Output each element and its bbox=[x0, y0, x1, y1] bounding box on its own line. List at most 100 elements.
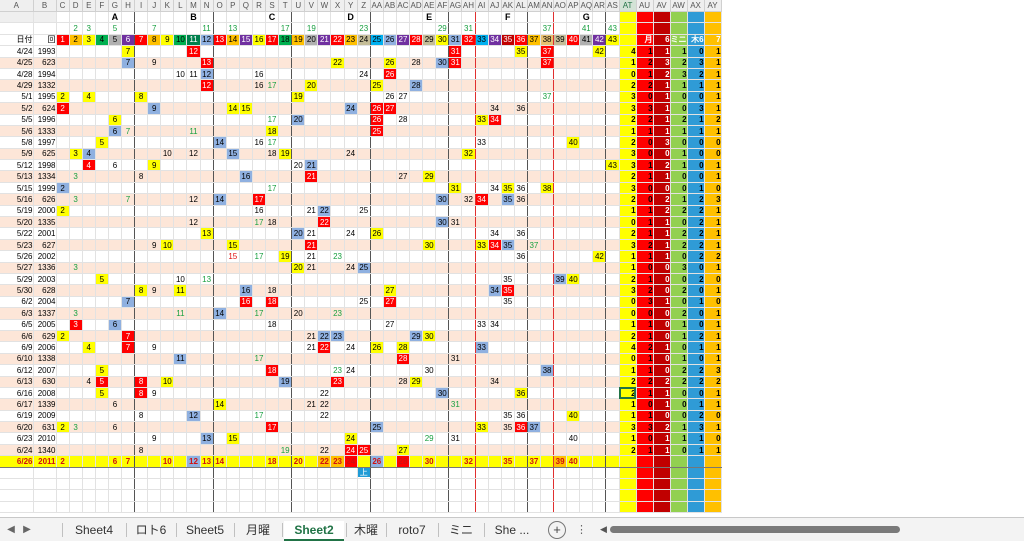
column-header-aa[interactable]: AA bbox=[370, 0, 384, 12]
number-cell[interactable] bbox=[278, 205, 293, 218]
number-cell[interactable] bbox=[448, 273, 463, 286]
number-cell[interactable] bbox=[291, 148, 306, 161]
number-cell[interactable] bbox=[252, 239, 267, 252]
number-cell[interactable]: 20 bbox=[291, 114, 306, 126]
number-cell[interactable] bbox=[82, 193, 96, 206]
number-cell[interactable] bbox=[579, 398, 594, 411]
empty-cell[interactable] bbox=[475, 478, 489, 491]
number-cell[interactable] bbox=[291, 353, 306, 366]
number-cell[interactable] bbox=[357, 398, 371, 411]
number-cell[interactable] bbox=[134, 262, 149, 275]
number-cell[interactable] bbox=[488, 353, 502, 366]
number-cell[interactable] bbox=[69, 57, 83, 69]
empty-cell[interactable] bbox=[344, 489, 358, 502]
number-cell[interactable] bbox=[409, 387, 424, 400]
number-cell[interactable] bbox=[553, 68, 568, 81]
number-cell[interactable] bbox=[475, 284, 489, 297]
number-cell[interactable] bbox=[370, 193, 384, 206]
number-cell[interactable] bbox=[435, 102, 450, 115]
number-cell[interactable] bbox=[239, 148, 253, 161]
number-cell[interactable] bbox=[173, 114, 188, 126]
number-cell[interactable] bbox=[173, 410, 188, 423]
number-cell[interactable] bbox=[317, 353, 332, 366]
number-cell[interactable] bbox=[330, 284, 345, 297]
sum-cell[interactable]: 2 bbox=[704, 376, 722, 388]
number-cell[interactable] bbox=[291, 170, 306, 183]
number-cell[interactable] bbox=[173, 159, 188, 172]
number-cell[interactable] bbox=[121, 91, 136, 104]
number-cell[interactable] bbox=[330, 273, 345, 286]
number-cell[interactable] bbox=[56, 227, 70, 240]
number-cell[interactable] bbox=[553, 57, 568, 69]
sum-cell[interactable] bbox=[636, 455, 654, 468]
number-cell[interactable]: 36 bbox=[514, 387, 528, 400]
number-cell[interactable] bbox=[200, 284, 214, 297]
number-cell[interactable] bbox=[435, 284, 450, 297]
number-cell[interactable] bbox=[278, 193, 293, 206]
number-cell[interactable] bbox=[514, 159, 528, 172]
number-cell[interactable] bbox=[95, 193, 109, 206]
number-cell[interactable] bbox=[265, 398, 280, 411]
number-cell[interactable] bbox=[540, 410, 555, 423]
number-cell[interactable]: 22 bbox=[330, 57, 345, 69]
number-cell[interactable] bbox=[278, 387, 293, 400]
number-cell[interactable] bbox=[200, 91, 214, 104]
number-cell[interactable] bbox=[422, 262, 437, 275]
empty-cell[interactable] bbox=[475, 501, 489, 514]
number-cell[interactable] bbox=[317, 136, 332, 149]
empty-cell[interactable] bbox=[448, 501, 463, 514]
number-cell[interactable] bbox=[82, 330, 96, 343]
number-cell[interactable] bbox=[278, 421, 293, 434]
empty-cell[interactable] bbox=[239, 501, 253, 514]
date-cell[interactable]: 6/20 bbox=[0, 421, 34, 434]
number-cell[interactable] bbox=[605, 353, 620, 366]
number-cell[interactable] bbox=[330, 444, 345, 457]
number-cell[interactable] bbox=[82, 444, 96, 457]
sum-cell[interactable]: 1 bbox=[670, 125, 688, 138]
sum-cell[interactable]: 0 bbox=[687, 262, 705, 275]
number-cell[interactable] bbox=[435, 148, 450, 161]
sum-cell[interactable]: 2 bbox=[670, 227, 688, 240]
number-cell[interactable] bbox=[200, 148, 214, 161]
number-cell[interactable] bbox=[448, 330, 463, 343]
number-cell[interactable] bbox=[370, 364, 384, 377]
number-cell[interactable] bbox=[501, 387, 515, 400]
number-cell[interactable] bbox=[488, 125, 502, 138]
number-cell[interactable] bbox=[56, 136, 70, 149]
number-cell[interactable] bbox=[605, 227, 620, 240]
number-cell[interactable] bbox=[252, 227, 267, 240]
number-cell[interactable] bbox=[317, 57, 332, 69]
number-cell[interactable] bbox=[540, 193, 555, 206]
number-cell[interactable] bbox=[239, 262, 253, 275]
number-cell[interactable]: 35 bbox=[501, 193, 515, 206]
sum-cell[interactable]: 0 bbox=[687, 319, 705, 331]
number-cell[interactable] bbox=[56, 57, 70, 69]
number-cell[interactable]: 12 bbox=[186, 455, 201, 468]
number-cell[interactable] bbox=[475, 148, 489, 161]
number-cell[interactable] bbox=[213, 170, 227, 183]
number-cell[interactable] bbox=[409, 205, 424, 218]
number-cell[interactable] bbox=[82, 284, 96, 297]
number-cell[interactable]: 25 bbox=[357, 262, 371, 275]
date-cell[interactable]: 4/24 bbox=[0, 45, 34, 58]
number-cell[interactable] bbox=[95, 296, 109, 309]
number-cell[interactable] bbox=[278, 216, 293, 229]
number-cell[interactable] bbox=[566, 68, 581, 81]
number-cell[interactable] bbox=[553, 193, 568, 206]
number-cell[interactable]: 34 bbox=[488, 102, 502, 115]
number-cell[interactable] bbox=[527, 125, 541, 138]
number-cell[interactable] bbox=[186, 114, 201, 126]
number-cell[interactable] bbox=[527, 330, 541, 343]
empty-cell[interactable] bbox=[579, 489, 594, 502]
empty-cell[interactable] bbox=[370, 489, 384, 502]
sum-cell[interactable]: 1 bbox=[653, 444, 671, 457]
number-cell[interactable]: 24 bbox=[344, 262, 358, 275]
number-cell[interactable] bbox=[134, 227, 149, 240]
number-cell[interactable] bbox=[330, 148, 345, 161]
number-cell[interactable] bbox=[95, 455, 109, 468]
sum-cell[interactable]: 0 bbox=[619, 216, 637, 229]
sum-cell[interactable]: 0 bbox=[687, 159, 705, 172]
number-cell[interactable]: 34 bbox=[475, 193, 489, 206]
number-cell[interactable] bbox=[56, 432, 70, 445]
number-cell[interactable] bbox=[435, 341, 450, 354]
